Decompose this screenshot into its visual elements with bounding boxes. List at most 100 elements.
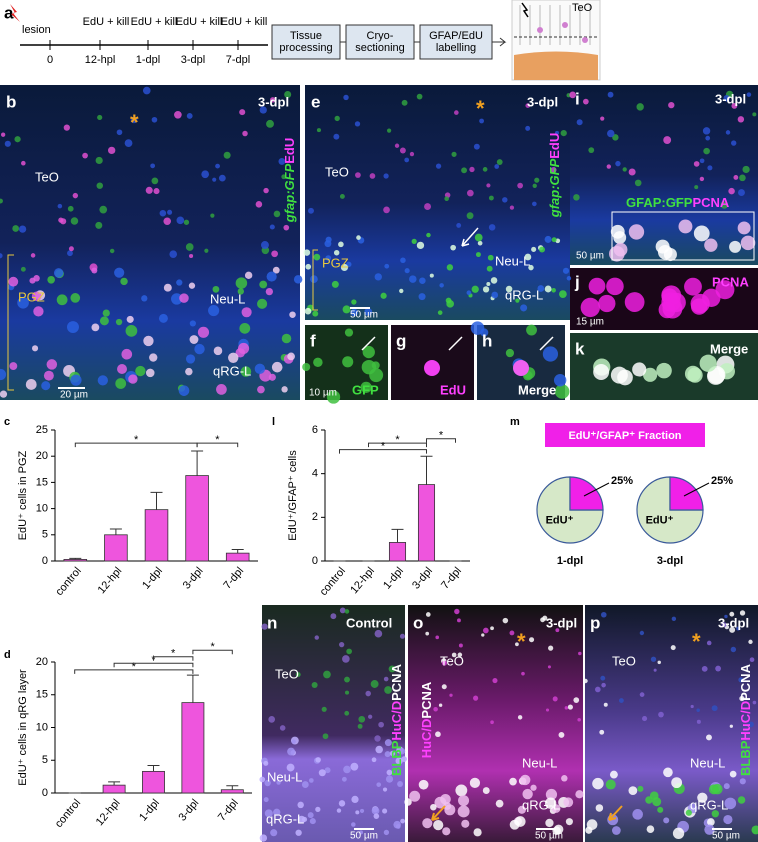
cell bbox=[382, 808, 388, 814]
cell bbox=[167, 209, 173, 215]
cell bbox=[281, 333, 292, 344]
cell bbox=[58, 217, 64, 223]
cell bbox=[339, 607, 346, 614]
cell bbox=[491, 291, 499, 299]
cell bbox=[117, 364, 127, 374]
cell bbox=[374, 273, 382, 281]
cell bbox=[517, 715, 523, 720]
significance-bracket bbox=[368, 442, 427, 448]
cell bbox=[457, 805, 470, 818]
y-tick-label: 20 bbox=[36, 450, 48, 462]
cell bbox=[729, 626, 736, 633]
cell bbox=[416, 93, 423, 100]
treatment: EdU + kill bbox=[83, 16, 130, 28]
stain-part: BLBP bbox=[389, 740, 404, 776]
cell bbox=[400, 818, 405, 824]
region: TeO bbox=[612, 653, 636, 668]
cell bbox=[525, 103, 531, 108]
cell bbox=[440, 793, 451, 805]
cell bbox=[369, 173, 376, 179]
cell bbox=[483, 627, 489, 634]
cell bbox=[398, 748, 406, 755]
cell bbox=[433, 819, 444, 831]
cell bbox=[380, 292, 387, 299]
cell bbox=[545, 818, 554, 828]
cell bbox=[351, 299, 357, 305]
cell bbox=[477, 240, 483, 246]
significance-label: * bbox=[381, 441, 386, 453]
cell bbox=[286, 763, 295, 772]
cell bbox=[368, 714, 373, 719]
cell bbox=[663, 136, 672, 144]
cell bbox=[466, 212, 474, 220]
error-bar bbox=[420, 455, 433, 485]
cell bbox=[505, 285, 513, 293]
cell bbox=[600, 116, 605, 121]
cell bbox=[178, 385, 190, 396]
cell bbox=[174, 110, 182, 119]
cell bbox=[399, 147, 406, 154]
cell bbox=[515, 642, 519, 647]
bar bbox=[144, 509, 169, 562]
cell bbox=[600, 611, 607, 618]
x-tick-label: 12-hpl bbox=[348, 565, 377, 596]
cell bbox=[544, 235, 552, 243]
cell bbox=[520, 304, 528, 312]
cell bbox=[47, 275, 55, 284]
cell bbox=[346, 648, 352, 655]
cell bbox=[95, 221, 103, 229]
panel-letter: n bbox=[267, 613, 277, 632]
lesion-marker: * bbox=[476, 96, 485, 121]
cell bbox=[388, 665, 396, 673]
bracket bbox=[7, 254, 14, 391]
cell bbox=[569, 91, 577, 99]
significance-bracket bbox=[339, 449, 427, 454]
cell bbox=[355, 810, 360, 815]
cell bbox=[642, 716, 648, 722]
cell bbox=[204, 248, 209, 253]
cell bbox=[605, 779, 616, 790]
cell bbox=[576, 119, 583, 126]
cell bbox=[0, 253, 3, 259]
stain: BLBPHuC/DPCNA bbox=[389, 663, 404, 776]
cell bbox=[724, 797, 737, 810]
cell bbox=[526, 324, 537, 336]
cell bbox=[338, 241, 344, 248]
cell bbox=[488, 195, 494, 201]
cell bbox=[374, 629, 383, 638]
step-label: labelling bbox=[436, 42, 476, 54]
cell bbox=[552, 696, 558, 702]
cell bbox=[492, 677, 498, 684]
cell bbox=[0, 368, 7, 381]
significance-label: * bbox=[171, 648, 176, 660]
bar bbox=[63, 559, 88, 562]
cell bbox=[314, 635, 319, 640]
cell bbox=[255, 201, 263, 208]
cell bbox=[271, 361, 283, 373]
cell bbox=[210, 213, 215, 218]
cell bbox=[637, 785, 644, 792]
region: Neu-L bbox=[495, 253, 530, 268]
cell bbox=[385, 775, 394, 783]
cell bbox=[555, 628, 560, 633]
cell bbox=[575, 790, 584, 799]
cell bbox=[91, 323, 100, 332]
stain-part: HuC/D bbox=[389, 701, 404, 741]
cells bbox=[0, 86, 758, 842]
cell bbox=[550, 167, 557, 173]
pie-name: 1-dpl bbox=[557, 555, 583, 567]
cell bbox=[53, 268, 64, 278]
cell bbox=[599, 729, 605, 735]
cell bbox=[239, 322, 251, 334]
image-b bbox=[0, 85, 300, 400]
cell bbox=[237, 288, 245, 295]
y-axis-label: EdU⁺ cells in PGZ bbox=[17, 450, 29, 540]
stain: gfap:GFPEdU bbox=[282, 138, 297, 224]
cell bbox=[553, 374, 567, 387]
cell bbox=[371, 757, 377, 763]
cell bbox=[266, 271, 277, 282]
region: Neu-L bbox=[690, 755, 725, 770]
cell bbox=[704, 238, 718, 252]
cell bbox=[33, 275, 40, 282]
y-tick-label: 4 bbox=[312, 468, 318, 480]
